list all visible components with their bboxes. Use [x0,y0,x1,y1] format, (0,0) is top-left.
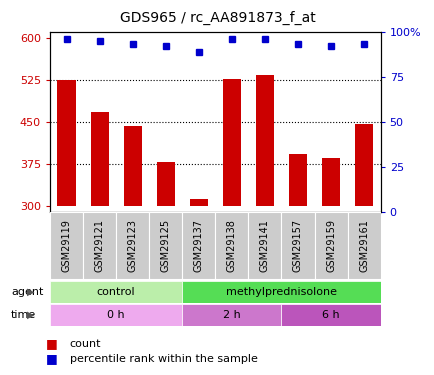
Bar [281,212,314,279]
Text: count: count [69,339,101,349]
Text: percentile rank within the sample: percentile rank within the sample [69,354,257,364]
Text: GSM29125: GSM29125 [161,219,170,272]
Text: 6 h: 6 h [322,310,339,320]
Bar [182,281,380,303]
Text: ■: ■ [46,352,57,365]
Text: time: time [11,310,36,320]
Bar [149,212,182,279]
Bar [57,80,76,206]
Text: methylprednisolone: methylprednisolone [225,287,336,297]
Bar [83,212,116,279]
Text: agent: agent [11,287,43,297]
Bar [222,79,240,206]
Text: GSM29121: GSM29121 [95,219,104,272]
Bar [281,304,380,326]
Bar [248,212,281,279]
Bar [50,212,83,279]
Bar [189,199,207,206]
Text: ▶: ▶ [26,287,34,297]
Bar [314,212,347,279]
Text: ▶: ▶ [26,310,34,320]
Bar [215,212,248,279]
Bar [347,212,380,279]
Text: ■: ■ [46,338,57,350]
Text: GSM29159: GSM29159 [326,219,335,272]
Bar [182,304,281,326]
Bar [123,126,141,206]
Bar [116,212,149,279]
Bar [321,158,339,206]
Bar [50,304,182,326]
Bar [50,281,182,303]
Text: GSM29123: GSM29123 [128,219,137,272]
Text: GSM29141: GSM29141 [260,219,269,272]
Bar [156,162,174,206]
Bar [255,75,273,206]
Text: GSM29157: GSM29157 [293,219,302,272]
Text: 2 h: 2 h [223,310,240,320]
Text: GSM29138: GSM29138 [227,219,236,272]
Text: GSM29119: GSM29119 [62,219,71,272]
Text: control: control [97,287,135,297]
Text: GSM29137: GSM29137 [194,219,203,272]
Bar [90,112,108,206]
Bar [182,212,215,279]
Bar [354,124,372,206]
Text: GDS965 / rc_AA891873_f_at: GDS965 / rc_AA891873_f_at [119,11,315,26]
Text: 0 h: 0 h [107,310,125,320]
Text: GSM29161: GSM29161 [358,219,368,272]
Bar [288,154,306,206]
